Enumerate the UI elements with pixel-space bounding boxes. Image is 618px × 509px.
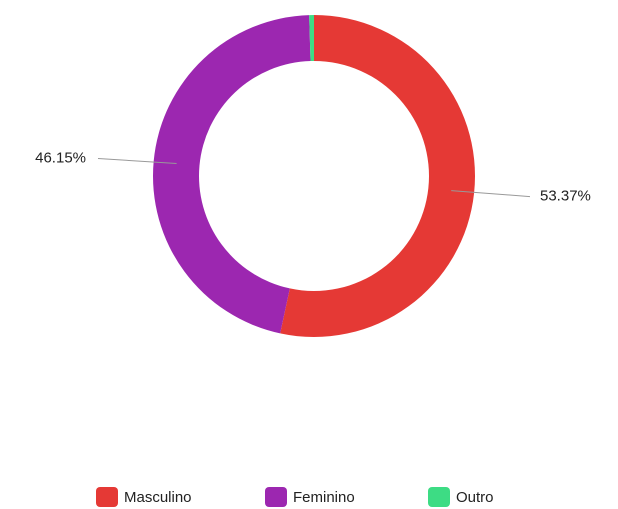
legend-label: Outro [456, 489, 494, 506]
slice [280, 15, 475, 337]
slice [309, 15, 314, 62]
legend-swatch [265, 487, 287, 507]
data-label: 46.15% [35, 149, 86, 166]
legend-label: Masculino [124, 489, 192, 506]
data-label: 53.37% [540, 188, 591, 205]
leader-line [451, 190, 531, 198]
legend-swatch [428, 487, 450, 507]
legend-swatch [96, 487, 118, 507]
slice [153, 15, 311, 334]
legend-label: Feminino [293, 489, 355, 506]
leader-line [97, 157, 177, 164]
